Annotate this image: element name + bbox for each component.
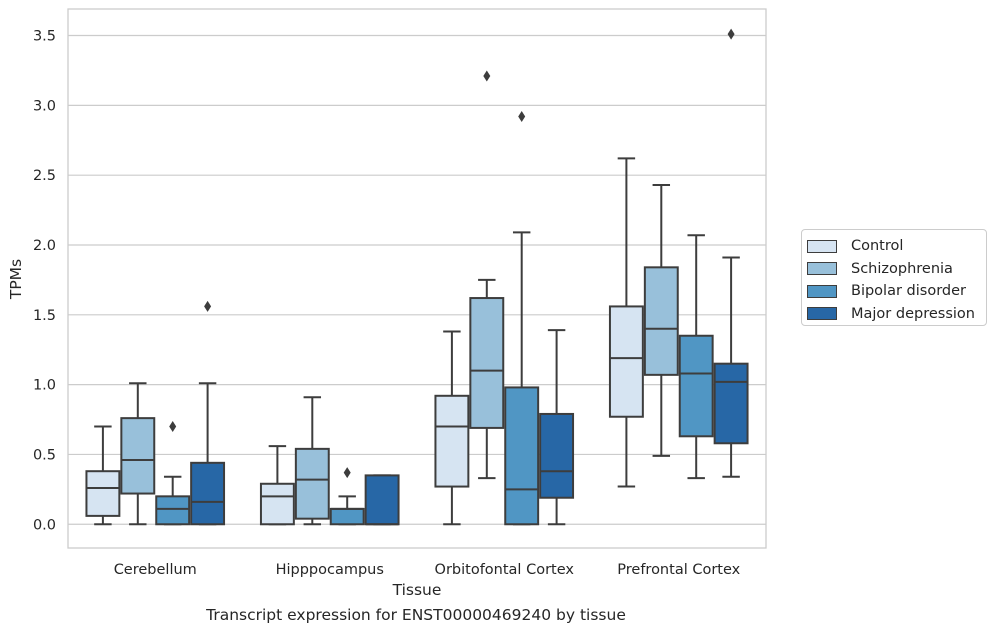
- x-tick-labels: Cerebellum Hipppocampus Orbitofontal Corte…: [114, 562, 741, 578]
- y-tick-label: 3.0: [33, 98, 56, 114]
- legend-swatch: [807, 262, 837, 276]
- legend-label: Control: [851, 238, 904, 255]
- box-schizophrenia: [469, 70, 505, 480]
- outlier-point: [204, 300, 212, 312]
- x-tick-label: Cerebellum: [114, 562, 197, 578]
- box-schizophrenia: [294, 396, 330, 526]
- box-iqr: [85, 470, 121, 517]
- box-iqr: [190, 461, 226, 526]
- y-tick-label: 2.0: [33, 238, 56, 254]
- box-schizophrenia: [120, 382, 156, 526]
- legend-swatch: [807, 307, 837, 321]
- box-iqr: [539, 412, 575, 499]
- y-tick-label: 1.0: [33, 378, 56, 394]
- x-tick-label: Orbitofontal Cortex: [435, 562, 575, 578]
- x-tick-label: Prefrontal Cortex: [617, 562, 740, 578]
- box-iqr: [504, 386, 540, 526]
- x-axis-label: Tissue: [392, 581, 442, 599]
- box-schizophrenia: [643, 183, 679, 457]
- box-iqr: [294, 447, 330, 520]
- box-major-depression: [190, 300, 226, 526]
- y-tick-label: 0.5: [33, 447, 56, 463]
- box-iqr: [643, 266, 679, 376]
- legend-swatch: [807, 284, 837, 298]
- box-iqr: [329, 507, 365, 526]
- legend-swatch: [807, 239, 837, 253]
- plot-frame: [67, 8, 767, 549]
- legend-item: Bipolar disorder: [807, 280, 986, 303]
- legend-item: Control: [807, 235, 986, 258]
- legend-label: Bipolar disorder: [851, 283, 966, 300]
- y-tick-label: 3.5: [33, 29, 56, 45]
- y-tick-labels: 0.0 0.5 1.0 1.5 2.0 2.5 3.0 3.5: [33, 29, 56, 534]
- box-major-depression: [539, 329, 575, 526]
- boxes: [85, 28, 749, 526]
- box-major-depression: [713, 28, 749, 478]
- box-iqr: [259, 482, 295, 526]
- legend-item: Schizophrenia: [807, 258, 986, 281]
- legend-label: Major depression: [851, 305, 975, 322]
- box-bipolar-disorder: [155, 421, 191, 526]
- y-tick-label: 2.5: [33, 168, 56, 184]
- box-control: [259, 445, 295, 526]
- outlier-point: [483, 70, 491, 82]
- legend-item: Major depression: [807, 303, 986, 326]
- box-bipolar-disorder: [504, 111, 540, 526]
- y-tick-label: 0.0: [33, 517, 56, 533]
- box-iqr: [469, 297, 505, 429]
- box-bipolar-disorder: [678, 234, 714, 480]
- outlier-point: [518, 111, 526, 123]
- gridlines: [68, 34, 766, 525]
- box-iqr: [120, 417, 156, 495]
- box-control: [85, 425, 121, 526]
- y-tick-label: 1.5: [33, 308, 56, 324]
- box-bipolar-disorder: [329, 467, 365, 526]
- outlier-point: [727, 28, 735, 40]
- x-tick-label: Hipppocampus: [276, 562, 384, 578]
- outlier-point: [169, 421, 177, 433]
- legend: Control Schizophrenia Bipolar disorder Majo…: [801, 229, 987, 326]
- y-axis-label: TPMs: [7, 259, 25, 300]
- box-control: [434, 330, 470, 526]
- box-control: [608, 157, 644, 488]
- chart-caption: Transcript expression for ENST0000046924…: [206, 606, 626, 624]
- box-major-depression: [364, 474, 400, 526]
- box-iqr: [608, 305, 644, 418]
- box-iqr: [713, 362, 749, 445]
- box-iqr: [434, 394, 470, 488]
- box-iqr: [364, 474, 400, 526]
- outlier-point: [343, 467, 351, 479]
- box-iqr: [678, 334, 714, 438]
- box-iqr: [155, 495, 191, 526]
- legend-label: Schizophrenia: [851, 260, 953, 277]
